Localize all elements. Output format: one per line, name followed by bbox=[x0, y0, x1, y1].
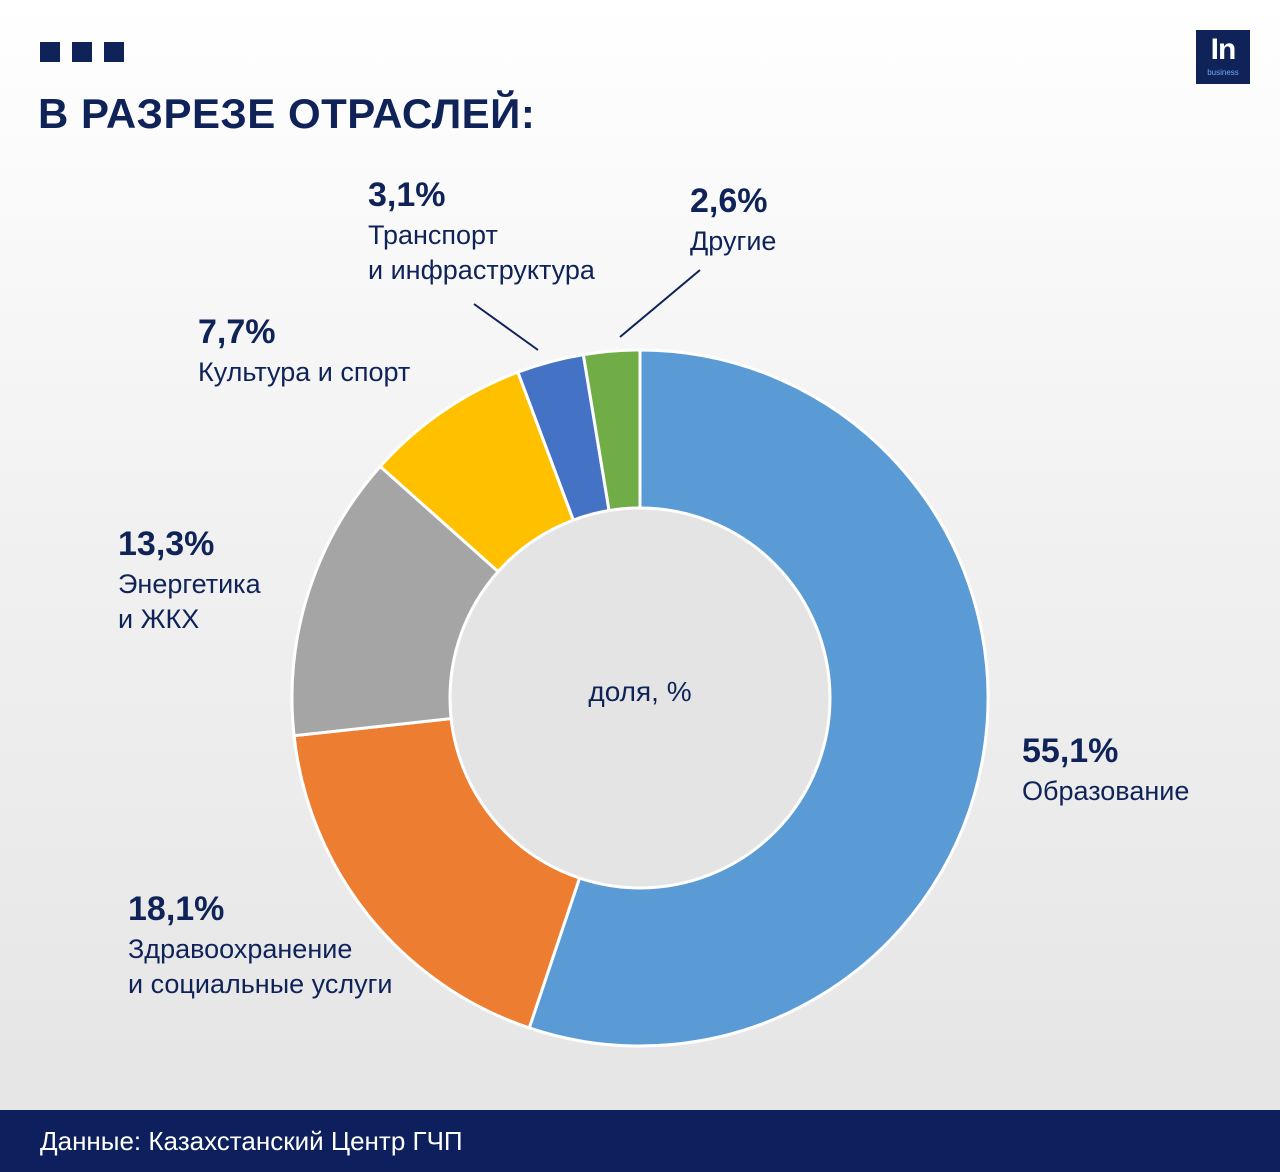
slice-name: Образование bbox=[1022, 776, 1190, 806]
slice-value: 55,1% bbox=[1022, 732, 1119, 770]
slice-label-energy: 13,3% Энергетика и ЖКХ bbox=[118, 525, 261, 637]
slice-label-health: 18,1% Здравоохранение и социальные услуг… bbox=[128, 890, 393, 1002]
square-icon bbox=[72, 42, 92, 62]
square-icon bbox=[40, 42, 60, 62]
square-icon bbox=[104, 42, 124, 62]
source-text: Данные: Казахстанский Центр ГЧП bbox=[40, 1126, 463, 1156]
center-label: доля, % bbox=[588, 676, 692, 707]
inbusiness-logo: In business bbox=[1196, 30, 1250, 84]
slice-value: 7,7% bbox=[198, 313, 276, 351]
slice-label-education: 55,1% Образование bbox=[1022, 732, 1189, 809]
slice-value: 18,1% bbox=[128, 890, 225, 928]
slice-name: Транспорт и инфраструктура bbox=[368, 220, 595, 285]
slice-name: Культура и спорт bbox=[198, 357, 411, 387]
slice-value: 2,6% bbox=[690, 182, 768, 220]
slice-value: 3,1% bbox=[368, 176, 446, 214]
logo-sub-text: business bbox=[1207, 68, 1239, 77]
leader-line-transport bbox=[473, 303, 539, 351]
slice-label-transport: 3,1% Транспорт и инфраструктура bbox=[368, 176, 595, 288]
donut-chart bbox=[290, 269, 990, 1048]
slice-name: Здравоохранение и социальные услуги bbox=[128, 934, 393, 999]
logo-main-text: In bbox=[1210, 33, 1237, 66]
slice-label-other: 2,6% Другие bbox=[690, 182, 776, 259]
source-footer: Данные: Казахстанский Центр ГЧП bbox=[0, 1110, 1280, 1172]
slice-label-culture: 7,7% Культура и спорт bbox=[198, 313, 410, 390]
decorative-squares bbox=[40, 42, 124, 62]
slice-name: Энергетика и ЖКХ bbox=[118, 569, 261, 634]
leader-line-other bbox=[619, 269, 701, 338]
donut-hole bbox=[448, 506, 832, 890]
slice-name: Другие bbox=[690, 226, 777, 256]
page-title: В РАЗРЕЗЕ ОТРАСЛЕЙ: bbox=[38, 90, 536, 137]
slice-value: 13,3% bbox=[118, 525, 215, 563]
